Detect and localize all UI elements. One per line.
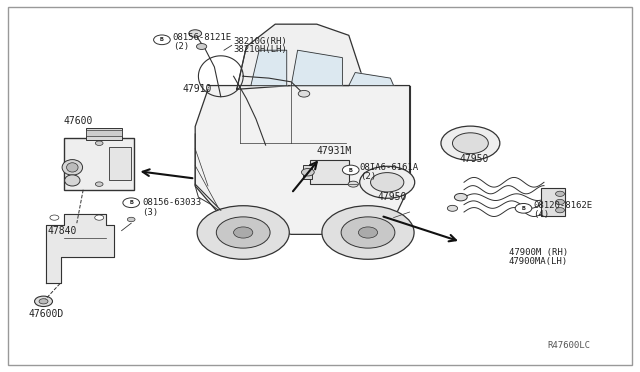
Bar: [109, 147, 131, 180]
Bar: [86, 130, 122, 136]
Text: 08IA6-6161A: 08IA6-6161A: [360, 163, 419, 172]
Circle shape: [39, 299, 48, 304]
Circle shape: [35, 296, 52, 307]
Circle shape: [234, 227, 253, 238]
Text: 47931M: 47931M: [317, 146, 352, 155]
Text: B: B: [522, 206, 525, 211]
Text: B: B: [129, 200, 133, 205]
Circle shape: [556, 191, 564, 196]
Text: 47840: 47840: [48, 226, 77, 235]
Circle shape: [515, 203, 532, 213]
Text: 47910: 47910: [182, 84, 212, 94]
Ellipse shape: [67, 163, 78, 172]
Circle shape: [556, 199, 564, 205]
Circle shape: [301, 169, 314, 176]
Bar: [541, 188, 565, 216]
Bar: [310, 160, 349, 184]
Circle shape: [358, 227, 378, 238]
Circle shape: [447, 205, 458, 211]
Text: B: B: [349, 167, 353, 173]
Circle shape: [123, 198, 140, 208]
Ellipse shape: [65, 175, 80, 186]
Circle shape: [154, 35, 170, 45]
Circle shape: [342, 165, 359, 175]
Text: 47950: 47950: [460, 154, 489, 164]
Text: 08156-63033: 08156-63033: [142, 198, 201, 207]
Bar: [86, 128, 122, 140]
Ellipse shape: [62, 160, 83, 175]
Circle shape: [348, 181, 358, 187]
Circle shape: [50, 215, 59, 220]
Text: (2): (2): [173, 42, 189, 51]
Text: (3): (3): [142, 208, 158, 217]
Text: 47600: 47600: [64, 116, 93, 126]
Bar: [303, 165, 312, 179]
Polygon shape: [349, 73, 394, 86]
Text: (2): (2): [360, 172, 376, 181]
Polygon shape: [195, 86, 410, 234]
Text: 38210H(LH): 38210H(LH): [234, 45, 287, 54]
Bar: [64, 138, 134, 190]
Circle shape: [95, 182, 103, 186]
Circle shape: [127, 217, 135, 222]
Circle shape: [95, 215, 104, 220]
Text: 08156-8121E: 08156-8121E: [173, 33, 232, 42]
Polygon shape: [46, 214, 114, 283]
Polygon shape: [291, 50, 342, 86]
Circle shape: [454, 193, 467, 201]
Circle shape: [371, 173, 404, 192]
Text: 47600D: 47600D: [29, 310, 64, 319]
Circle shape: [556, 208, 564, 213]
Circle shape: [452, 133, 488, 154]
Text: (4): (4): [533, 210, 549, 219]
Circle shape: [196, 44, 207, 49]
Text: B: B: [160, 37, 164, 42]
Circle shape: [189, 30, 202, 37]
Text: 38210G(RH): 38210G(RH): [234, 37, 287, 46]
Circle shape: [441, 126, 500, 160]
Text: 08120-8162E: 08120-8162E: [533, 201, 592, 210]
Polygon shape: [251, 50, 287, 86]
Text: R47600LC: R47600LC: [547, 341, 590, 350]
Circle shape: [322, 206, 414, 259]
Circle shape: [360, 166, 415, 198]
Text: 47950: 47950: [378, 192, 407, 202]
Circle shape: [341, 217, 395, 248]
Circle shape: [216, 217, 270, 248]
Circle shape: [95, 141, 103, 145]
Polygon shape: [237, 24, 362, 89]
Circle shape: [197, 206, 289, 259]
Circle shape: [298, 90, 310, 97]
Text: 47900M (RH): 47900M (RH): [509, 248, 568, 257]
Text: 47900MA(LH): 47900MA(LH): [509, 257, 568, 266]
